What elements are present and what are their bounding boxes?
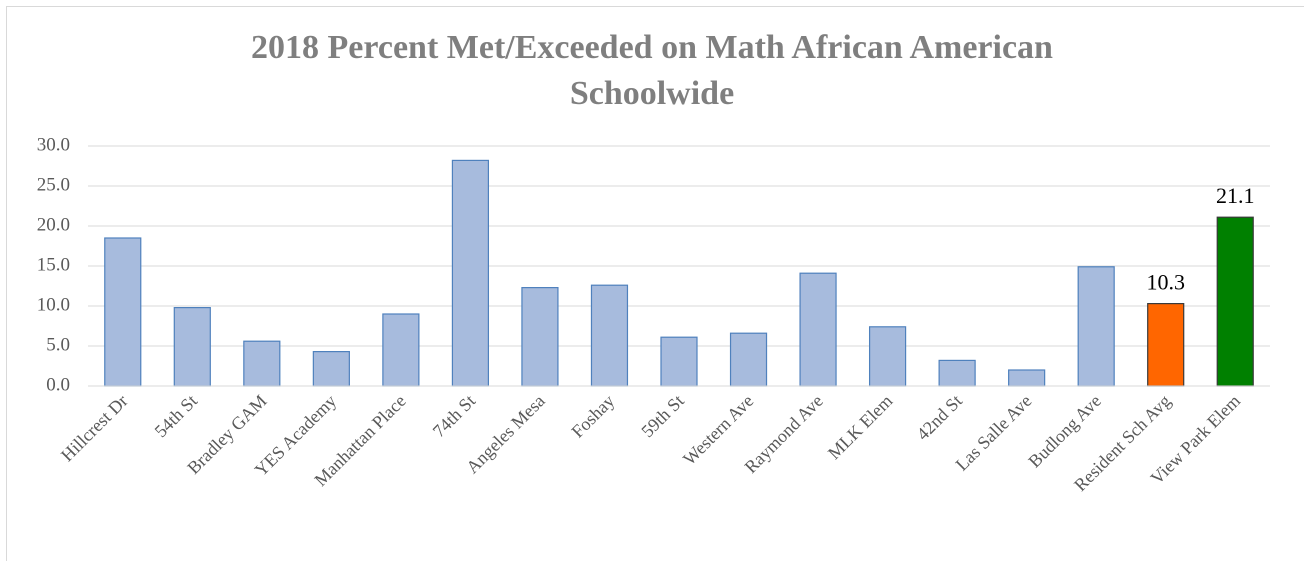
bar <box>104 237 142 387</box>
bar <box>1008 369 1046 387</box>
x-tick-label: 59th St <box>637 391 688 442</box>
data-label: 10.3 <box>1146 270 1185 295</box>
bar <box>521 287 559 387</box>
bar <box>312 351 350 387</box>
x-tick-label: MLK Elem <box>824 391 896 463</box>
bar <box>660 336 698 387</box>
chart-border <box>6 6 1304 561</box>
bar <box>451 159 490 387</box>
bar <box>799 272 837 387</box>
bar <box>173 307 211 387</box>
y-tick-label: 20.0 <box>37 214 70 235</box>
bar <box>590 284 629 387</box>
bar <box>938 359 976 387</box>
x-tick-label: 74th St <box>429 391 480 442</box>
bar <box>729 332 768 387</box>
bar <box>1077 266 1115 387</box>
x-tick-label: 54th St <box>151 391 202 442</box>
x-tick-label: Hillcrest Dr <box>57 391 132 466</box>
y-tick-label: 10.0 <box>37 294 70 315</box>
bar <box>1147 303 1185 387</box>
y-tick-label: 15.0 <box>37 254 70 275</box>
x-tick-label: 42nd St <box>913 391 966 444</box>
bar <box>243 340 281 387</box>
bar <box>1216 216 1254 387</box>
x-tick-label: Foshay <box>567 391 618 442</box>
y-tick-label: 0.0 <box>46 374 70 395</box>
chart-title: 2018 Percent Met/Exceeded on Math Africa… <box>251 29 1053 112</box>
bar <box>868 326 907 387</box>
y-tick-label: 30.0 <box>37 134 70 155</box>
y-tick-label: 25.0 <box>37 174 70 195</box>
data-label: 21.1 <box>1216 183 1255 208</box>
bar <box>382 313 420 387</box>
y-tick-label: 5.0 <box>46 334 70 355</box>
